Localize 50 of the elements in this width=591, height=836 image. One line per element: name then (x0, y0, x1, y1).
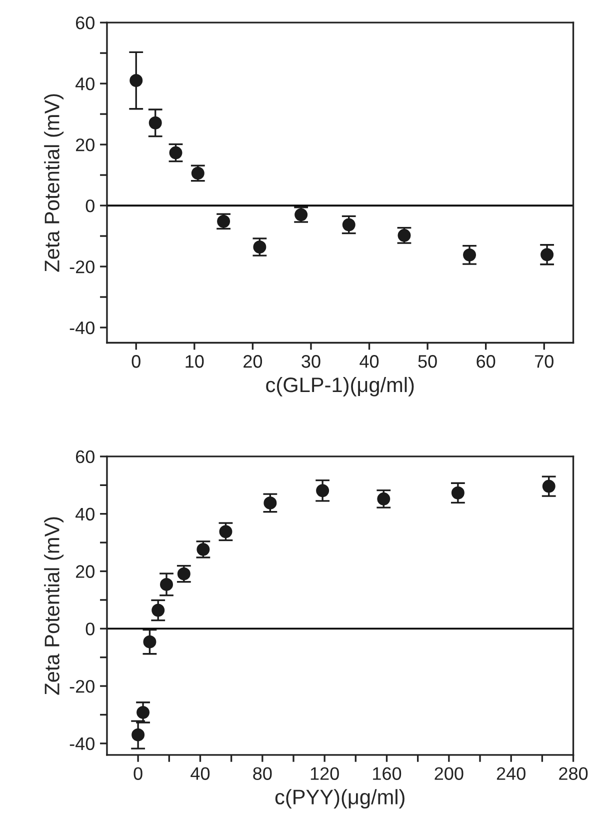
x-axis-title: c(PYY)(μg/ml) (275, 789, 404, 809)
x-tick-label: 50 (418, 355, 437, 368)
x-tick-label: 240 (496, 767, 526, 780)
point (377, 492, 390, 506)
point (219, 525, 232, 538)
point (463, 248, 476, 262)
point (316, 484, 330, 498)
x-axis-title: c(GLP-1)(μg/ml) (266, 376, 414, 396)
x-tick-label: 120 (310, 767, 339, 780)
point (136, 706, 150, 719)
y-tick-label: 20 (76, 565, 94, 578)
y-tick-label: 40 (76, 77, 94, 90)
x-tick-label: 40 (360, 355, 379, 368)
point (342, 218, 356, 232)
point (143, 635, 156, 648)
x-tick-label: 80 (253, 767, 272, 780)
point (130, 74, 143, 88)
y-tick-label: 0 (86, 199, 94, 212)
x-tick-label: 30 (302, 355, 320, 368)
y-tick-label: 60 (76, 450, 94, 464)
x-tick-label: 280 (559, 767, 588, 780)
x-tick-label: 20 (244, 355, 262, 368)
point (160, 578, 173, 591)
x-tick-label: 10 (186, 355, 204, 368)
x-tick-label: 70 (535, 355, 554, 368)
y-tick-label: -40 (70, 321, 94, 334)
point (169, 146, 182, 160)
x-tick-label: 160 (373, 767, 402, 780)
y-tick-label: 40 (76, 508, 94, 521)
point (451, 486, 464, 500)
point (148, 116, 162, 130)
y-tick-label: -40 (70, 737, 94, 750)
x-tick-label: 0 (134, 767, 142, 780)
x-tick-label: 0 (132, 355, 140, 368)
y-tick-label: 20 (76, 138, 94, 152)
point (542, 480, 556, 493)
x-tick-label: 60 (476, 355, 496, 368)
y-axis-title: Zeta Potential (mV) (44, 517, 64, 695)
x-tick-label: 200 (434, 767, 464, 780)
x-tick-label: 40 (190, 767, 210, 780)
y-axis-title: Zeta Potential (mV) (44, 94, 64, 272)
y-tick-label: -20 (70, 680, 94, 693)
y-tick-label: -20 (70, 260, 94, 274)
y-tick-label: 0 (86, 622, 94, 636)
point (264, 496, 277, 510)
point (253, 240, 266, 254)
point (132, 728, 145, 742)
point (152, 604, 165, 617)
y-tick-label: 60 (76, 16, 94, 30)
point (540, 248, 554, 262)
